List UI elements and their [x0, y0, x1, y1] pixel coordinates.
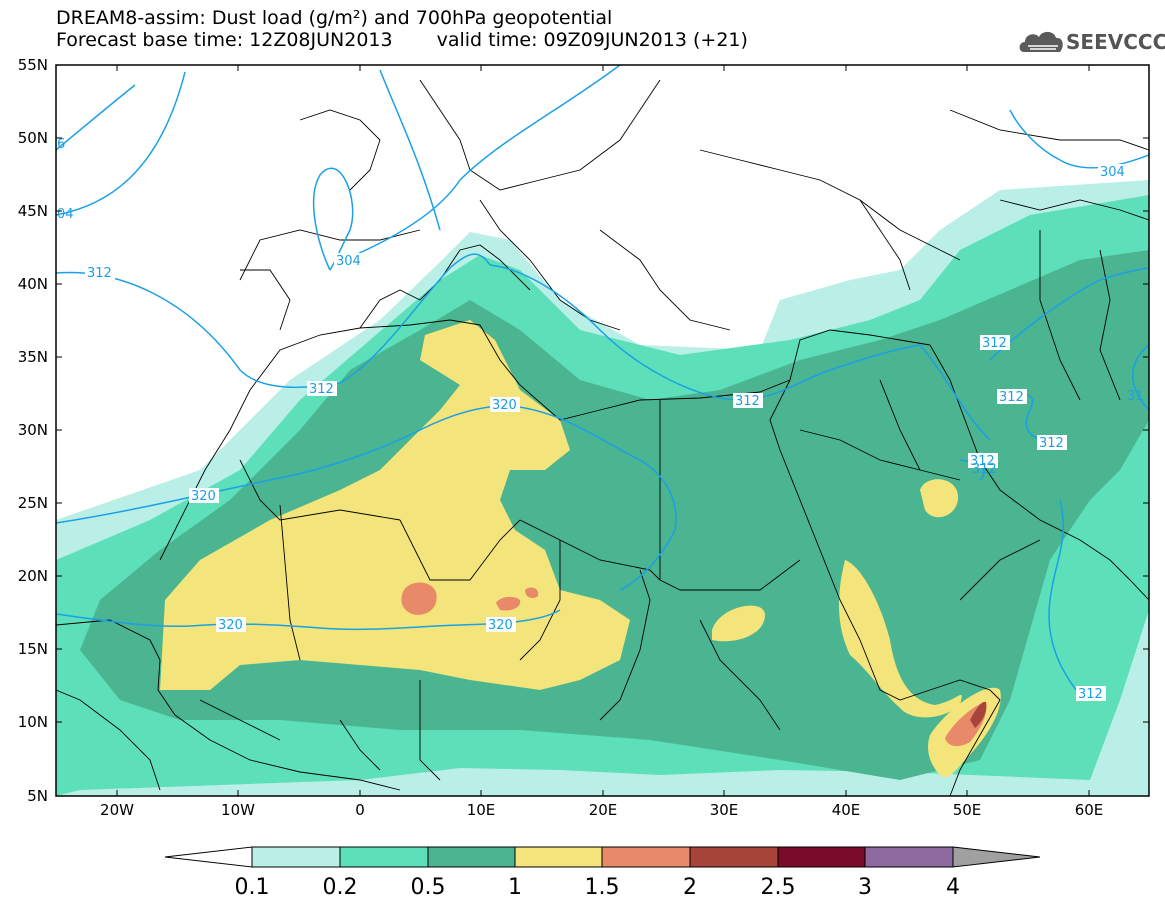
- colorbar-label: 2: [683, 875, 697, 900]
- latitude-labels: 55N 50N 45N 40N 35N 30N 25N 20N 15N 10N …: [18, 56, 48, 805]
- colorbar-high-arrow: [952, 846, 1041, 868]
- contour-label: 320: [191, 489, 216, 504]
- dust-region-1.0: [838, 560, 962, 718]
- dust-fields: 304 304 04 6 312 312 312 312 312 312 312…: [56, 65, 1149, 796]
- contour-label: 312: [970, 454, 995, 469]
- map-subtitle: Forecast base time: 12Z08JUN2013 valid ti…: [56, 30, 748, 50]
- lon-label: 20E: [589, 801, 618, 819]
- latitude-axis: [56, 64, 1149, 797]
- contour-label: 312: [1078, 687, 1103, 702]
- colorbar-segment: [251, 846, 341, 868]
- lat-label: 55N: [18, 56, 48, 74]
- lon-label: 60E: [1075, 801, 1104, 819]
- colorbar-label: 1: [508, 875, 522, 900]
- contour-label: 312: [87, 266, 112, 281]
- colorbar-segment: [339, 846, 429, 868]
- colorbar-low-arrow: [164, 846, 253, 868]
- contour-label: 04: [57, 207, 74, 222]
- dust-region-1.5: [525, 587, 539, 598]
- colorbar-segment: [777, 846, 866, 868]
- contour-label: 6: [57, 137, 65, 152]
- colorbar-labels: 0.1 0.2 0.5 1 1.5 2 2.5 3 4: [235, 875, 961, 900]
- lat-label: 20N: [18, 567, 48, 585]
- coastlines: [56, 79, 1149, 796]
- colorbar-label: 4: [946, 875, 960, 900]
- colorbar: [164, 846, 1041, 868]
- colorbar-label: 3: [858, 875, 872, 900]
- lat-label: 45N: [18, 202, 48, 220]
- contour-label: 312: [309, 382, 334, 397]
- lon-label: 0: [355, 801, 365, 819]
- colorbar-label: 1.5: [585, 875, 620, 900]
- logo-text: SEEVCCC: [1066, 30, 1165, 54]
- lon-label: 10E: [467, 801, 496, 819]
- lon-label: 10W: [221, 801, 255, 819]
- geopotential-contours: [56, 65, 1149, 696]
- colorbar-segment: [514, 846, 603, 868]
- contour-label: 320: [492, 398, 517, 413]
- forecast-base-time: Forecast base time: 12Z08JUN2013: [56, 29, 393, 51]
- dust-region-1.0: [712, 605, 765, 642]
- longitude-labels: 20W 10W 0 10E 20E 30E 40E 50E 60E: [100, 801, 1103, 819]
- colorbar-label: 0.5: [411, 875, 446, 900]
- dust-region-1.0: [920, 479, 959, 518]
- lat-label: 25N: [18, 494, 48, 512]
- colorbar-label: 2.5: [761, 875, 796, 900]
- lon-label: 40E: [832, 801, 861, 819]
- dust-region-1.5: [496, 596, 521, 611]
- dust-region-1.5: [401, 582, 437, 615]
- lon-label: 30E: [710, 801, 739, 819]
- lat-label: 5N: [27, 787, 48, 805]
- contour-label: 320: [218, 618, 243, 633]
- contour-label: 312: [982, 336, 1007, 351]
- lat-label: 40N: [18, 275, 48, 293]
- lat-label: 10N: [18, 713, 48, 731]
- lon-label: 50E: [953, 801, 982, 819]
- lat-label: 50N: [18, 129, 48, 147]
- colorbar-segment: [601, 846, 691, 868]
- valid-time: valid time: 09Z09JUN2013 (+21): [436, 29, 748, 51]
- lat-label: 35N: [18, 348, 48, 366]
- contour-label: 312: [1039, 436, 1064, 451]
- lat-label: 30N: [18, 421, 48, 439]
- colorbar-label: 0.1: [235, 875, 270, 900]
- contour-label: 312: [999, 390, 1024, 405]
- colorbar-label: 0.2: [323, 875, 358, 900]
- colorbar-segment: [427, 846, 516, 868]
- contour-label: 312: [972, 462, 997, 477]
- lon-label: 20W: [100, 801, 134, 819]
- lat-label: 15N: [18, 640, 48, 658]
- contour-label: 312: [735, 394, 760, 409]
- colorbar-segment: [864, 846, 954, 868]
- contour-label: 320: [488, 618, 513, 633]
- contour-label: 304: [1100, 165, 1125, 180]
- dust-region-2.0: [970, 701, 987, 728]
- map-title: DREAM8-assim: Dust load (g/m²) and 700hP…: [56, 7, 613, 29]
- longitude-axis: [116, 65, 1090, 796]
- contour-label: 304: [336, 254, 361, 269]
- contour-label: 31: [1127, 389, 1144, 404]
- contour-labels: 304 304 04 6 312 312 312 312 312 312 312…: [57, 137, 1144, 702]
- colorbar-segment: [689, 846, 779, 868]
- cloud-logo-icon: [1019, 31, 1063, 52]
